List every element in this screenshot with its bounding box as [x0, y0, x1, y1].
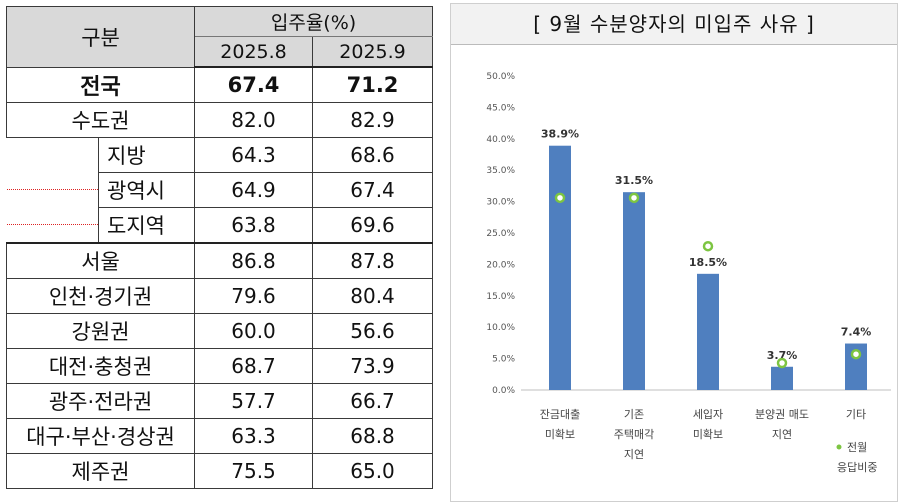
region-label: 대전·충청권 [5, 348, 196, 384]
y-tick-label: 35.0% [486, 166, 515, 176]
header-occupancy-rate: 입주율(%) [194, 6, 434, 37]
y-tick-label: 25.0% [486, 229, 515, 239]
legend-marker [836, 444, 842, 450]
region-label: 도지역 [97, 207, 196, 244]
region-label: 지방 [97, 137, 196, 173]
rate-sep: 65.0 [312, 453, 434, 489]
occupancy-rate-table: 구분 입주율(%) 2025.8 2025.9 전국 67.4 71.2 수도권 82.… [5, 6, 434, 489]
y-tick-label: 15.0% [486, 292, 515, 302]
header-period-1: 2025.8 [194, 36, 314, 68]
table-row: 광역시 64.9 67.4 [6, 172, 434, 208]
y-tick-label: 30.0% [486, 198, 515, 208]
region-label: 대구·부산·경상권 [5, 418, 196, 454]
rate-sep: 87.8 [312, 242, 434, 279]
header-period-2: 2025.9 [312, 36, 434, 68]
bar-chart: 0.0% 5.0% 10.0% 15.0% 20.0% 25.0% 30.0% 35.0% 40… [486, 72, 891, 474]
category-label: 세입자 [693, 408, 723, 421]
rate-aug: 63.3 [194, 418, 314, 454]
indent-spacer [6, 137, 99, 173]
y-tick-label: 5.0% [492, 355, 515, 365]
category-label: 미확보 [545, 428, 575, 441]
rate-sep: 71.2 [312, 66, 434, 103]
category-label: 지연 [624, 448, 644, 461]
rate-aug: 63.8 [194, 207, 314, 244]
bar [845, 343, 867, 390]
rate-aug: 68.7 [194, 348, 314, 384]
region-label: 서울 [5, 242, 196, 279]
rate-sep: 56.6 [312, 313, 434, 349]
table-row: 광주·전라권 57.7 66.7 [5, 383, 434, 419]
table-row: 인천·경기권 79.6 80.4 [5, 278, 434, 314]
indent-spacer [6, 207, 99, 243]
y-tick-label: 0.0% [492, 386, 515, 396]
bar [623, 192, 645, 390]
chart-title: [ 9월 수분양자의 미입주 사유 ] [451, 4, 897, 45]
rate-aug: 64.3 [194, 137, 314, 173]
region-label: 전국 [5, 66, 196, 103]
table-row: 대전·충청권 68.7 73.9 [5, 348, 434, 384]
rate-sep: 80.4 [312, 278, 434, 314]
category-label: 지연 [772, 428, 792, 441]
legend-label: 전월 [847, 441, 867, 454]
rate-aug: 67.4 [194, 66, 314, 103]
y-tick-label: 45.0% [486, 103, 515, 113]
bar [697, 273, 719, 390]
rate-sep: 68.6 [312, 137, 434, 173]
region-label: 광역시 [97, 172, 196, 208]
rate-sep: 69.6 [312, 207, 434, 244]
rate-sep: 82.9 [312, 102, 434, 138]
table-row: 제주권 75.5 65.0 [5, 453, 434, 489]
rate-sep: 68.8 [312, 418, 434, 454]
legend-label: 응답비중 [837, 461, 877, 474]
category-label: 미확보 [693, 428, 723, 441]
rate-aug: 86.8 [194, 242, 314, 279]
region-label: 광주·전라권 [5, 383, 196, 419]
table-row: 전국 67.4 71.2 [5, 66, 434, 103]
data-label: 31.5% [615, 174, 653, 187]
table-row: 도지역 63.8 69.6 [6, 207, 434, 244]
table-row: 지방 64.3 68.6 [6, 137, 434, 173]
table-row: 수도권 82.0 82.9 [5, 102, 434, 138]
prev-month-marker [702, 240, 714, 252]
table-row: 대구·부산·경상권 63.3 68.8 [5, 418, 434, 454]
category-label: 기타 [846, 408, 866, 421]
header-category: 구분 [5, 6, 196, 68]
rate-aug: 60.0 [194, 313, 314, 349]
prev-month-marker [850, 348, 862, 360]
data-label: 18.5% [689, 256, 727, 269]
category-label: 분양권 매도 [755, 408, 809, 421]
region-label: 강원권 [5, 313, 196, 349]
table-row: 서울 86.8 87.8 [5, 242, 434, 279]
data-label: 3.7% [767, 349, 798, 362]
prev-month-marker [554, 192, 566, 204]
y-tick-label: 50.0% [486, 72, 515, 82]
region-label: 수도권 [5, 102, 196, 138]
y-tick-label: 40.0% [486, 135, 515, 145]
rate-aug: 64.9 [194, 172, 314, 208]
category-label: 기존 [624, 408, 644, 421]
y-tick-label: 10.0% [486, 323, 515, 333]
prev-month-marker [776, 357, 788, 369]
prev-month-marker [628, 192, 640, 204]
data-label: 7.4% [841, 326, 872, 339]
rate-sep: 67.4 [312, 172, 434, 208]
indent-spacer [6, 172, 99, 208]
rate-aug: 82.0 [194, 102, 314, 138]
chart-panel: [ 9월 수분양자의 미입주 사유 ] 0.0% 5.0% 10.0% 15.0% 20… [450, 3, 898, 502]
category-label: 주택매각 [614, 428, 654, 441]
category-label: 잔금대출 [540, 408, 580, 421]
rate-sep: 73.9 [312, 348, 434, 384]
data-label: 38.9% [541, 128, 579, 141]
region-label: 인천·경기권 [5, 278, 196, 314]
rate-sep: 66.7 [312, 383, 434, 419]
bar [549, 145, 571, 390]
rate-aug: 57.7 [194, 383, 314, 419]
rate-aug: 75.5 [194, 453, 314, 489]
y-tick-label: 20.0% [486, 260, 515, 270]
table-row: 강원권 60.0 56.6 [5, 313, 434, 349]
region-label: 제주권 [5, 453, 196, 489]
bar [771, 366, 793, 390]
rate-aug: 79.6 [194, 278, 314, 314]
